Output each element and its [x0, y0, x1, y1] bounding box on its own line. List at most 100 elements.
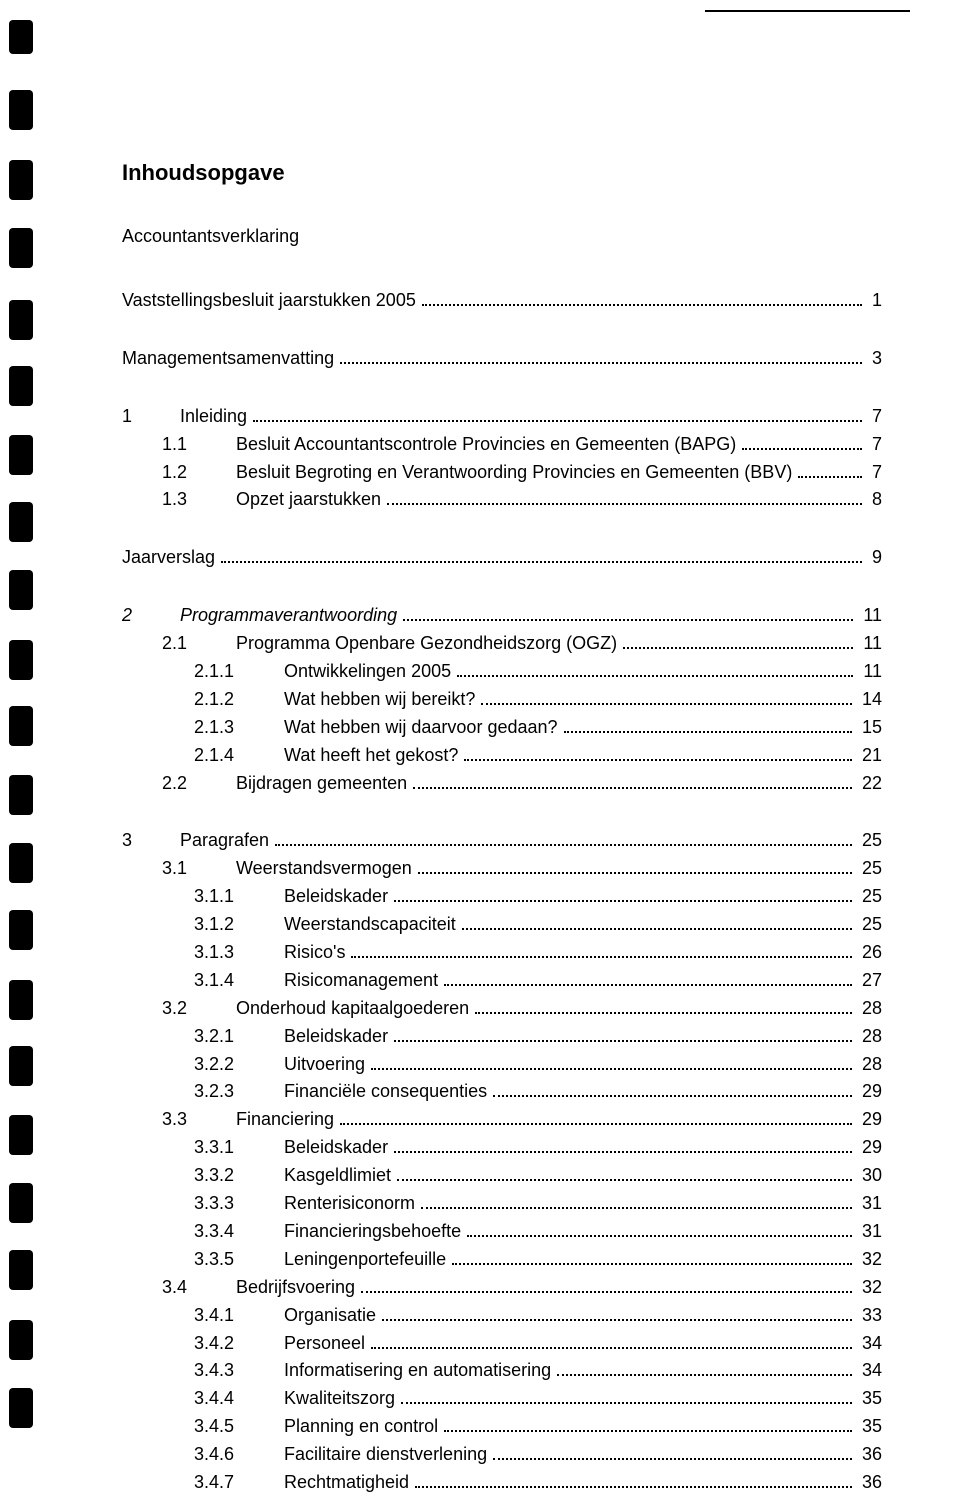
toc-row: 3.1.4Risicomanagement27: [122, 967, 882, 995]
top-rule: [705, 10, 910, 12]
toc-leader: [413, 775, 852, 789]
toc-entry-text: Kasgeldlimiet: [284, 1162, 391, 1190]
toc-entry-page: 25: [858, 911, 882, 939]
toc-row: 3.3.1Beleidskader29: [122, 1134, 882, 1162]
toc-entry-page: 35: [858, 1385, 882, 1413]
binding-hole: [9, 980, 33, 1020]
toc-entry-text: Wat hebben wij bereikt?: [284, 686, 475, 714]
binding-hole: [9, 1183, 33, 1223]
toc-entry-number: 3.1.1: [194, 883, 284, 911]
toc-row: 3.4.3Informatisering en automatisering34: [122, 1357, 882, 1385]
toc-entry-text: Risico's: [284, 939, 345, 967]
toc-entry-text: Kwaliteitszorg: [284, 1385, 395, 1413]
toc-entry-page: 31: [858, 1190, 882, 1218]
toc-entry-text: Ontwikkelingen 2005: [284, 658, 451, 686]
toc-leader: [361, 1279, 852, 1293]
toc-leader: [340, 350, 862, 364]
toc-entry-text: Informatisering en automatisering: [284, 1357, 551, 1385]
toc-entry-number: 3.4.2: [194, 1330, 284, 1358]
toc-entry-text: Jaarverslag: [122, 544, 215, 572]
binding-hole: [9, 160, 33, 200]
toc-leader: [394, 889, 852, 903]
toc-entry-text: Wat heeft het gekost?: [284, 742, 458, 770]
toc-leader: [481, 691, 852, 705]
binding-holes: [0, 0, 42, 1477]
toc-leader: [394, 1140, 852, 1154]
toc-entry-page: 32: [858, 1274, 882, 1302]
toc-entry-page: 9: [868, 544, 882, 572]
toc-entry-text: Leningenportefeuille: [284, 1246, 446, 1274]
toc-row: 2Programmaverantwoording11: [122, 602, 882, 630]
toc-entry-number: 3.3.5: [194, 1246, 284, 1274]
toc-entry-number: 3.1.3: [194, 939, 284, 967]
spacer: [122, 572, 882, 602]
binding-hole: [9, 640, 33, 680]
toc-row: 3.1.2Weerstandscapaciteit25: [122, 911, 882, 939]
toc-leader: [444, 972, 852, 986]
toc-entry-text: Wat hebben wij daarvoor gedaan?: [284, 714, 558, 742]
toc-leader: [475, 1000, 852, 1014]
toc-entry-text: Weerstandscapaciteit: [284, 911, 456, 939]
binding-hole: [9, 300, 33, 340]
toc-entry-page: 33: [858, 1302, 882, 1330]
toc-entry-number: 3.3: [162, 1106, 236, 1134]
toc-row: 3.2.3Financiële consequenties29: [122, 1078, 882, 1106]
toc-entry-number: 2.1.3: [194, 714, 284, 742]
toc-entry-page: 34: [858, 1330, 882, 1358]
toc-entry-text: Financiering: [236, 1106, 334, 1134]
toc-row: 2.2Bijdragen gemeenten22: [122, 770, 882, 798]
toc-entry-text: Inleiding: [180, 403, 247, 431]
toc-entry-text: Programma Openbare Gezondheidszorg (OGZ): [236, 630, 617, 658]
toc-entry-page: 14: [858, 686, 882, 714]
toc-row: 2.1.3Wat hebben wij daarvoor gedaan?15: [122, 714, 882, 742]
toc-entry-text: Financiële consequenties: [284, 1078, 487, 1106]
toc-row: 3.3.4Financieringsbehoefte31: [122, 1218, 882, 1246]
toc-entry-text: Risicomanagement: [284, 967, 438, 995]
toc-row: 3.3.2Kasgeldlimiet 30: [122, 1162, 882, 1190]
binding-hole: [9, 502, 33, 542]
toc-entry-page: 34: [858, 1357, 882, 1385]
toc-entry-number: 3: [122, 827, 180, 855]
toc-row: 2.1.4Wat heeft het gekost?21: [122, 742, 882, 770]
toc-entry-text: Rechtmatigheid: [284, 1469, 409, 1497]
binding-hole: [9, 910, 33, 950]
toc-leader: [403, 608, 853, 622]
toc-entry-text: Weerstandsvermogen: [236, 855, 412, 883]
toc-leader: [401, 1391, 852, 1405]
toc-leader: [623, 635, 853, 649]
toc-row: 1.1Besluit Accountantscontrole Provincie…: [122, 431, 882, 459]
binding-hole: [9, 90, 33, 130]
toc-entry-text: Renterisiconorm: [284, 1190, 415, 1218]
toc-entry-page: 11: [859, 630, 882, 658]
toc-entry-text: Managementsamenvatting: [122, 345, 334, 373]
toc-entry-text: Besluit Begroting en Verantwoording Prov…: [236, 459, 792, 487]
toc-leader: [493, 1446, 852, 1460]
toc-entry-number: 2.1.1: [194, 658, 284, 686]
toc-entry-page: 28: [858, 995, 882, 1023]
toc-entry-page: 29: [858, 1134, 882, 1162]
toc-entry-number: 3.3.3: [194, 1190, 284, 1218]
toc-row: 3.4.7Rechtmatigheid36: [122, 1469, 882, 1497]
toc-entry-number: 3.4.4: [194, 1385, 284, 1413]
binding-hole: [9, 1115, 33, 1155]
toc-leader: [394, 1028, 852, 1042]
binding-hole: [9, 366, 33, 406]
toc-entry-number: 3.3.2: [194, 1162, 284, 1190]
toc-leader: [340, 1112, 852, 1126]
toc-entry-page: 30: [858, 1162, 882, 1190]
toc-entry-text: Onderhoud kapitaalgoederen: [236, 995, 469, 1023]
toc-leader: [557, 1363, 852, 1377]
toc-entry-number: 2.2: [162, 770, 236, 798]
toc-leader: [564, 719, 852, 733]
toc-row: 3.1.1Beleidskader25: [122, 883, 882, 911]
toc-entry-page: 25: [858, 883, 882, 911]
toc-row: 3.4.1Organisatie33: [122, 1302, 882, 1330]
toc-entry-text: Facilitaire dienstverlening: [284, 1441, 487, 1469]
toc-entry-page: 26: [858, 939, 882, 967]
toc-entry-page: 3: [868, 345, 882, 373]
toc-entry-text: Bijdragen gemeenten: [236, 770, 407, 798]
binding-hole: [9, 20, 33, 54]
spacer: [122, 797, 882, 827]
toc-leader: [467, 1223, 852, 1237]
toc-entry-text: Uitvoering: [284, 1051, 365, 1079]
